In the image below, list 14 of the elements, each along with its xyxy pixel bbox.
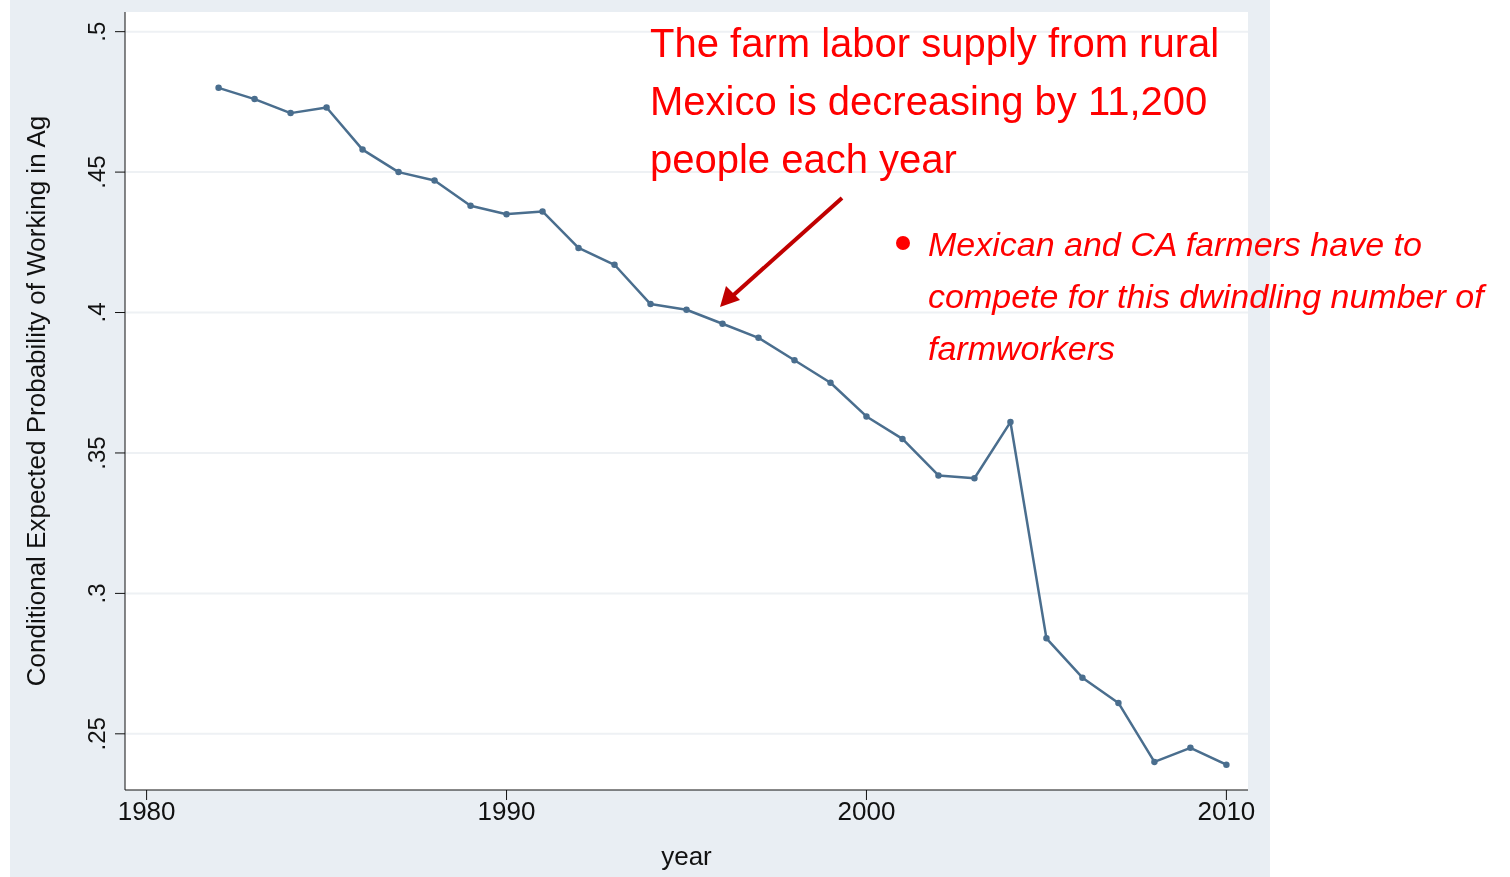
y-tick-label: .5 [83,21,110,42]
annotation: Mexican and CA farmers have to compete for this dwindling number of farmworkers [928,224,1488,369]
y-tick-label: .25 [83,717,110,751]
y-tick-label: .45 [83,155,110,189]
x-tick-label: 1990 [477,796,536,827]
y-tick-label: .4 [83,302,110,323]
y-tick-label: .3 [83,583,110,604]
x-tick-label: 2000 [837,796,896,827]
y-axis-title: Conditional Expected Probability of Working in Ag [21,115,52,687]
x-tick-label: 2010 [1197,796,1256,827]
x-tick-label: 1980 [117,796,176,827]
annotation: The farm labor supply from rural Mexico is decreasing by 11,200 people each year [650,20,1221,183]
x-axis-title: year [661,841,713,871]
y-tick-label: .35 [83,436,110,470]
